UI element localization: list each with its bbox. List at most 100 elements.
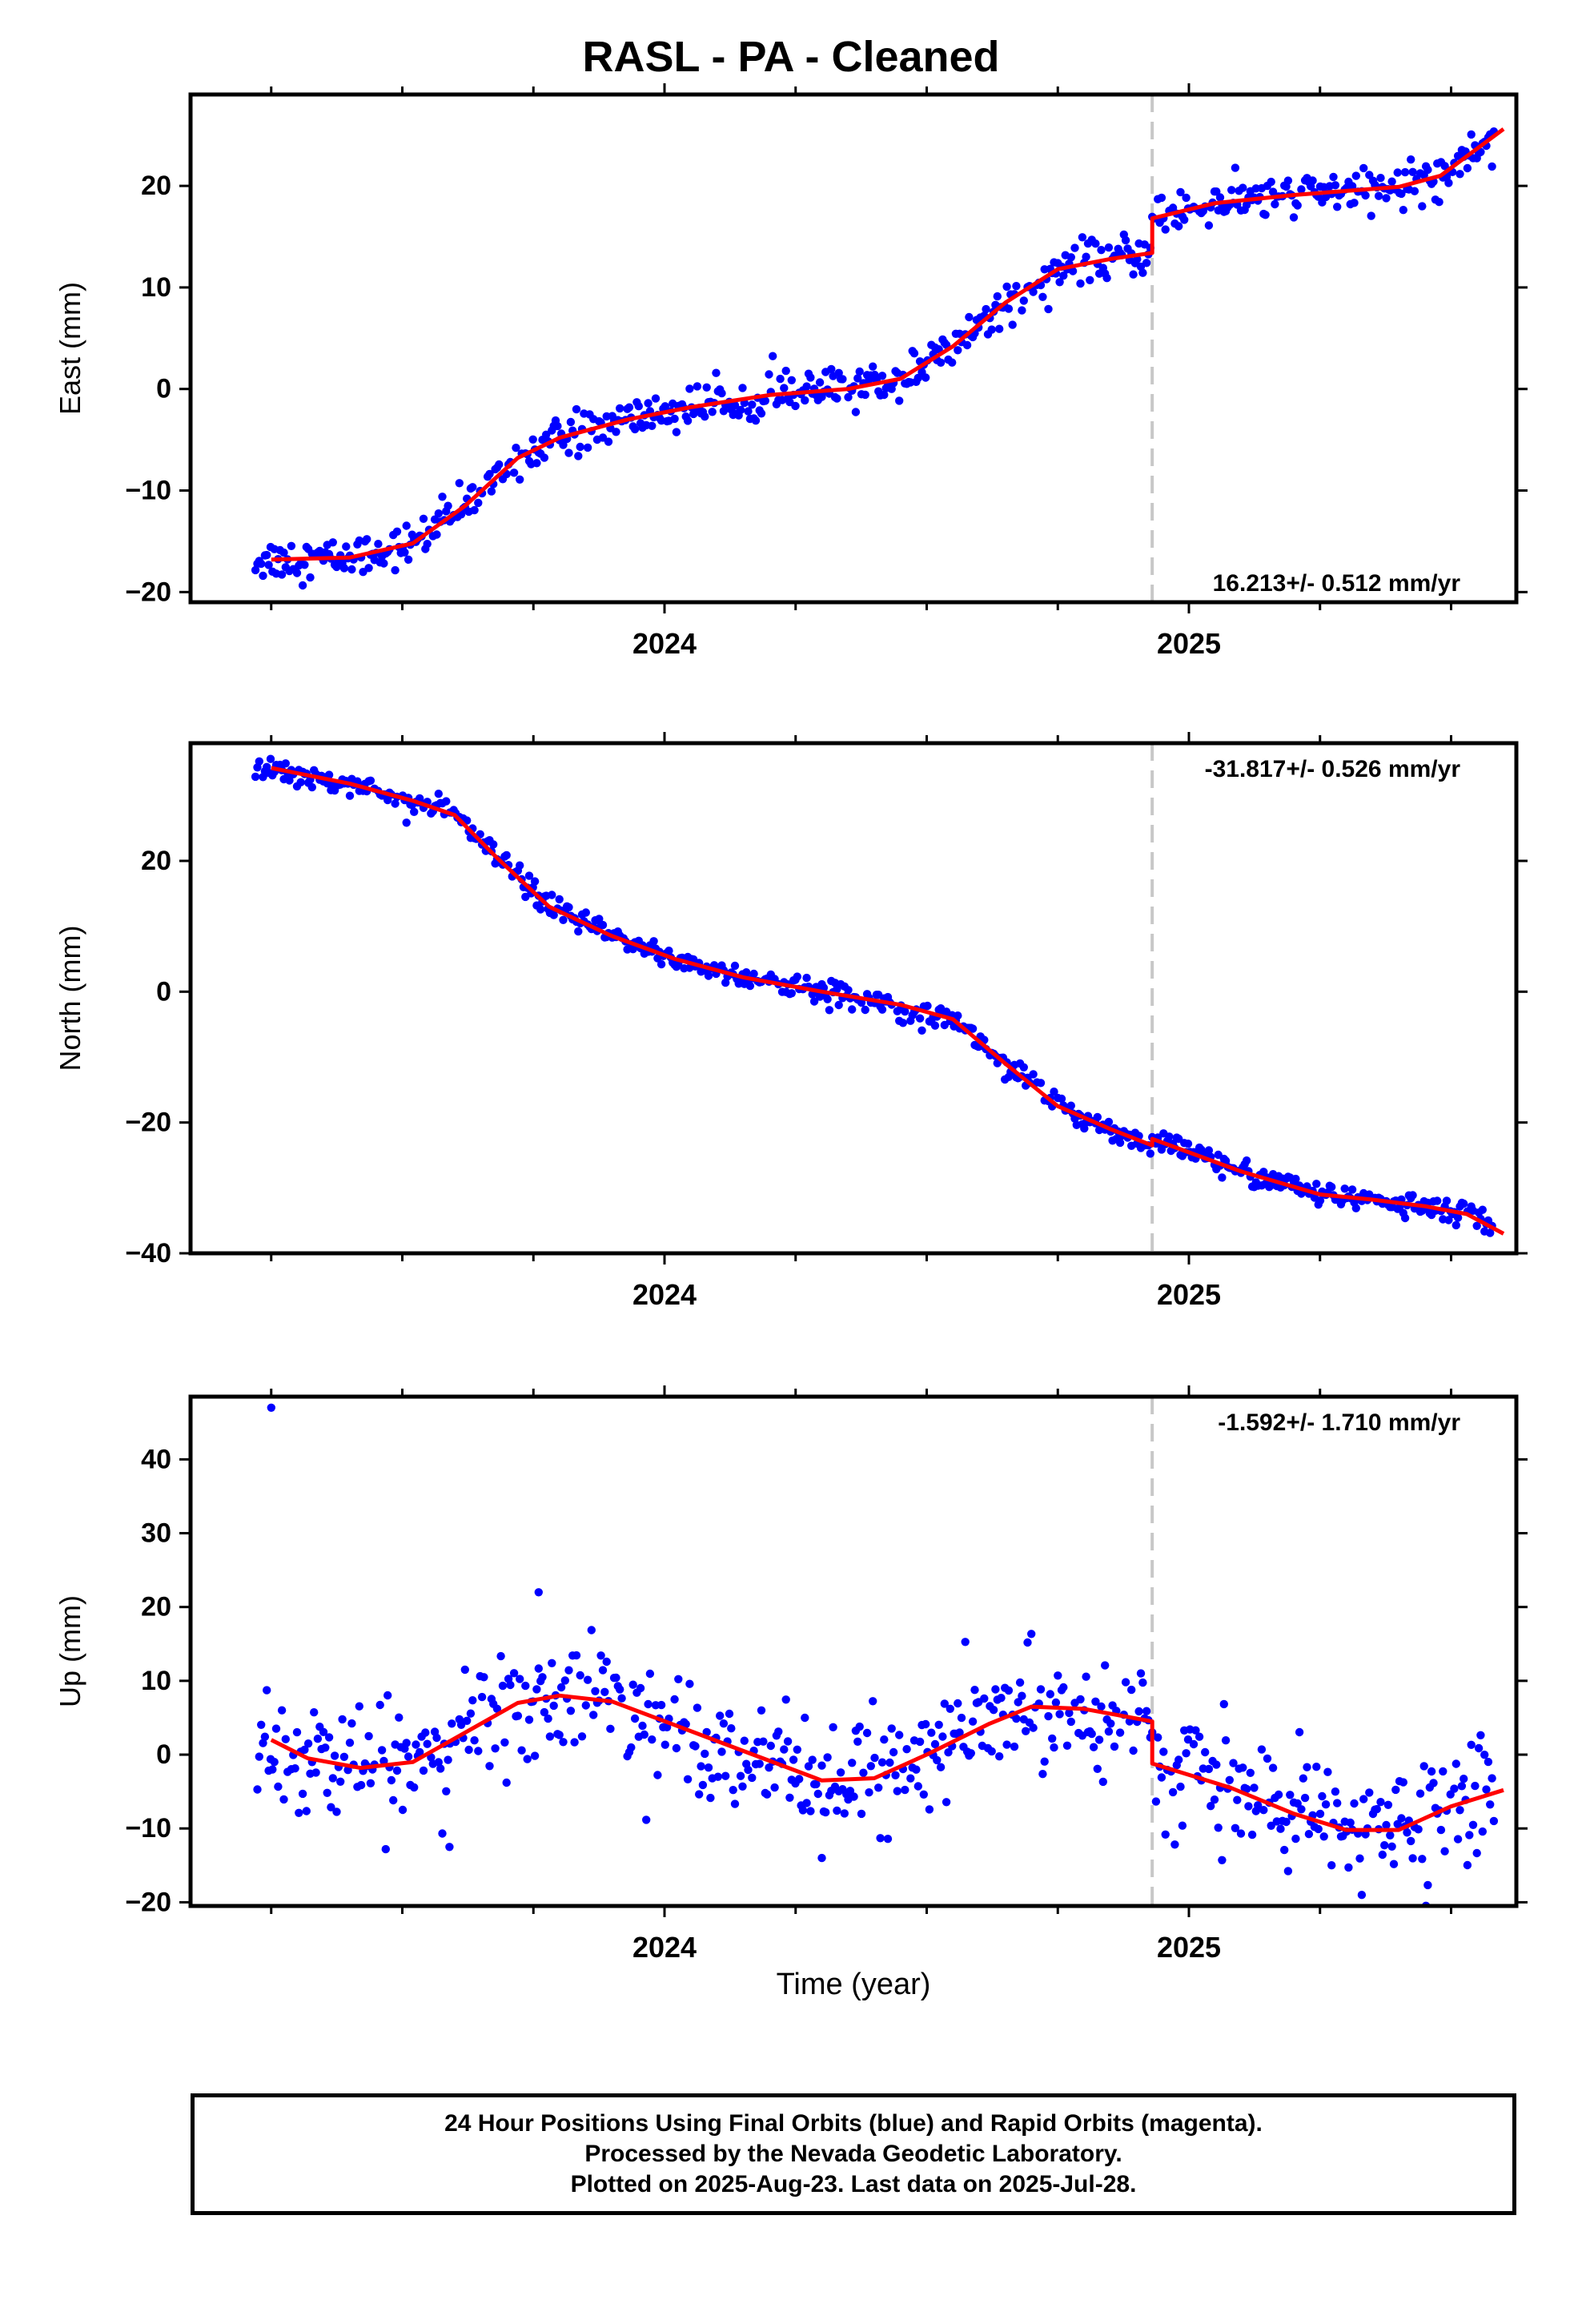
data-point [392, 1766, 402, 1775]
data-point [1408, 1854, 1417, 1863]
data-point [1399, 206, 1408, 215]
data-point [982, 304, 990, 314]
data-point [1480, 1751, 1489, 1759]
data-point [1347, 1185, 1357, 1194]
data-point [645, 1669, 655, 1679]
data-point [834, 1000, 843, 1010]
data-point [339, 1752, 349, 1761]
data-point [781, 1695, 790, 1704]
data-point [934, 1720, 943, 1729]
data-point [1091, 239, 1100, 248]
data-point [915, 1737, 925, 1747]
data-point [336, 1777, 345, 1786]
data-point [869, 362, 877, 371]
data-point [468, 1696, 477, 1705]
data-point [865, 1788, 873, 1797]
data-point [375, 1700, 384, 1710]
data-point [1204, 1764, 1214, 1774]
data-point [698, 1780, 708, 1790]
data-point [702, 1727, 711, 1737]
data-point [1463, 163, 1472, 173]
data-point [840, 1809, 849, 1818]
data-point [1239, 183, 1247, 192]
data-point [1321, 1800, 1331, 1809]
data-point [402, 1739, 411, 1747]
data-point [555, 1731, 564, 1739]
data-point [917, 1026, 926, 1035]
data-point [785, 1793, 794, 1802]
data-point [1247, 1830, 1257, 1839]
data-point [1472, 1848, 1481, 1858]
data-point [498, 1681, 508, 1691]
data-point [1106, 1719, 1115, 1728]
y-axis-label: East (mm) [54, 282, 86, 415]
data-point [1331, 1787, 1340, 1796]
data-point [640, 1730, 648, 1739]
data-point [1399, 1778, 1408, 1787]
data-point [930, 1739, 940, 1749]
data-point [1315, 1809, 1325, 1819]
data-point [1359, 1795, 1368, 1803]
data-point [1091, 1697, 1100, 1706]
data-point [938, 1732, 947, 1741]
data-point [913, 1782, 923, 1791]
data-point [765, 370, 773, 379]
data-point [1484, 1757, 1493, 1767]
data-point [740, 1736, 749, 1745]
x-tick-label: 2024 [632, 1278, 697, 1311]
data-point [648, 1735, 656, 1744]
data-point [1268, 1763, 1278, 1772]
data-point [798, 1806, 808, 1815]
data-point [634, 402, 643, 411]
data-point [1029, 1070, 1038, 1079]
data-point [1176, 1782, 1185, 1791]
data-point [612, 428, 620, 436]
data-point [1094, 1735, 1104, 1744]
panel-up: −20 −10 0 10 20 30 40 2024 2025 Up (mm) -1.592+/- … [54, 1385, 1528, 1964]
data-point [264, 561, 273, 569]
data-point [748, 400, 757, 409]
data-point [544, 1714, 552, 1723]
data-point [395, 1713, 404, 1722]
data-point [801, 1713, 809, 1723]
data-point [817, 1761, 826, 1770]
data-point [1076, 1695, 1085, 1704]
data-point [444, 1755, 452, 1764]
data-point [1029, 287, 1038, 296]
data-point [421, 1728, 430, 1737]
footer-box: 24 Hour Positions Using Final Orbits (bl… [191, 2093, 1516, 2215]
data-point [1008, 320, 1017, 329]
data-point [781, 366, 790, 376]
data-point [1189, 1739, 1199, 1749]
data-point [270, 1758, 279, 1767]
data-point [1359, 163, 1368, 173]
data-point [306, 573, 315, 582]
data-point [809, 997, 819, 1006]
data-point [1488, 1774, 1496, 1783]
data-point [876, 1834, 885, 1843]
data-point [251, 772, 260, 782]
data-point [1218, 1856, 1227, 1864]
data-point [693, 1703, 702, 1712]
data-point [751, 416, 761, 425]
data-point [857, 1809, 866, 1819]
data-point [693, 382, 702, 391]
data-point [1104, 243, 1114, 252]
data-point [1327, 1861, 1336, 1870]
data-point [419, 514, 428, 523]
data-point [366, 1779, 375, 1787]
data-point [1239, 1763, 1247, 1772]
data-point [1456, 170, 1464, 179]
data-point [596, 1651, 605, 1660]
data-point [662, 1723, 672, 1731]
data-point [383, 1691, 392, 1700]
data-point [1476, 1731, 1485, 1739]
data-point [267, 1403, 275, 1413]
data-point [387, 1775, 396, 1785]
data-point [495, 460, 504, 469]
data-point [1376, 1798, 1385, 1807]
data-point [1440, 1847, 1449, 1856]
data-point [279, 1795, 288, 1804]
data-point [516, 861, 524, 870]
